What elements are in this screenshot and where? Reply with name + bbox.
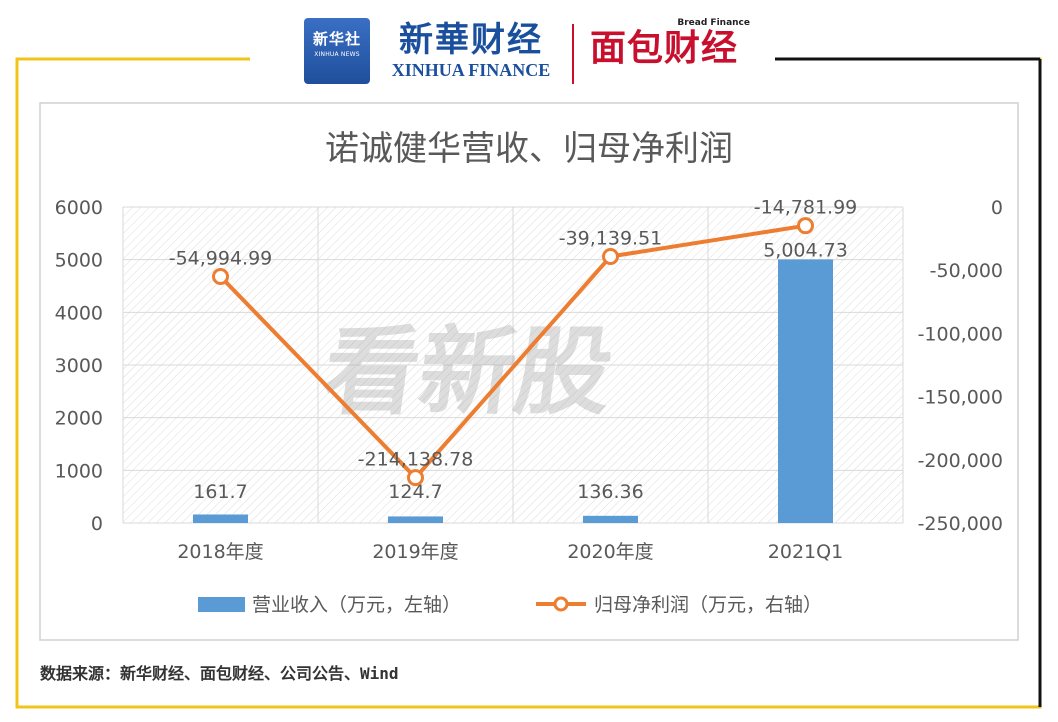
header-logos: 新华社 XINHUA NEWS 新華财经 XINHUA FINANCE Brea… <box>300 18 760 88</box>
line-point <box>212 268 229 286</box>
line-point <box>602 247 619 265</box>
right-axis-tick-labels: 0 -50,000 -100,000 -150,000 -200,000 -250,000 <box>918 197 1003 535</box>
legend: 营业收入（万元，左轴） 归母净利润（万元，右轴） <box>198 594 822 616</box>
horizontal-gridlines <box>123 206 903 524</box>
legend-bar-swatch <box>198 597 245 612</box>
left-axis-tick-labels: 0 1000 2000 3000 4000 5000 6000 <box>55 197 103 535</box>
left-tick-label: 2000 <box>55 408 103 430</box>
bread-finance-logo: Bread Finance 面包财经 <box>590 18 760 70</box>
x-tick-label: 2021Q1 <box>768 541 843 563</box>
watermark-text: 看新股 <box>316 315 620 427</box>
right-tick-label: -200,000 <box>918 450 1003 472</box>
right-tick-label: -250,000 <box>918 513 1003 535</box>
bar-data-labels: 161.7 124.7 136.36 5,004.73 <box>193 239 848 503</box>
left-tick-label: 6000 <box>55 197 103 219</box>
line-data-label: -214,138.78 <box>358 449 474 471</box>
bar <box>388 516 443 523</box>
xinhua-finance-cn: 新華财经 <box>399 20 543 60</box>
x-tick-label: 2018年度 <box>177 541 263 563</box>
xinhua-news-logo: 新华社 XINHUA NEWS <box>304 18 370 84</box>
bread-finance-en: Bread Finance <box>677 18 750 28</box>
legend-line-marker <box>553 596 569 612</box>
line-series-path <box>219 223 806 480</box>
line-data-label: -54,994.99 <box>169 248 273 270</box>
bar-data-label: 136.36 <box>577 481 643 503</box>
line-data-label: -14,781.99 <box>754 197 858 219</box>
x-axis-tick-labels: 2018年度 2019年度 2020年度 2021Q1 <box>177 541 843 563</box>
line-point <box>797 217 814 235</box>
xinhua-finance-logo: 新華财经 XINHUA FINANCE <box>386 20 556 80</box>
left-tick-label: 5000 <box>55 250 103 272</box>
right-tick-label: -100,000 <box>918 323 1003 345</box>
left-tick-label: 4000 <box>55 302 103 324</box>
bar-data-label: 124.7 <box>388 481 442 503</box>
line-data-label: -39,139.51 <box>559 227 663 249</box>
chart-title: 诺诚健华营收、归母净利润 <box>325 129 733 169</box>
left-tick-label: 0 <box>91 513 103 535</box>
line-series-points <box>212 217 814 487</box>
right-tick-label: 0 <box>991 197 1003 219</box>
bread-finance-cn: 面包财经 <box>590 28 739 69</box>
logo-separator <box>572 24 574 84</box>
bar-data-label: 161.7 <box>193 481 247 503</box>
line-point <box>407 469 424 487</box>
right-tick-label: -50,000 <box>930 260 1003 282</box>
bar <box>193 514 248 523</box>
line-data-labels: -54,994.99 -214,138.78 -39,139.51 -14,781.9… <box>169 197 858 471</box>
data-source-note: 数据来源：新华财经、面包财经、公司公告、Wind <box>40 664 399 683</box>
legend-line-label: 归母净利润（万元，右轴） <box>594 594 822 616</box>
xinhua-badge-en: XINHUA NEWS <box>314 51 360 58</box>
legend-bar-label: 营业收入（万元，左轴） <box>252 594 461 616</box>
left-tick-label: 1000 <box>55 460 103 482</box>
xinhua-badge-cn: 新华社 <box>312 30 361 48</box>
bar <box>778 259 833 523</box>
left-tick-label: 3000 <box>55 355 103 377</box>
bar-series <box>193 259 833 523</box>
x-tick-label: 2019年度 <box>372 541 458 563</box>
right-tick-label: -150,000 <box>918 387 1003 409</box>
x-tick-label: 2020年度 <box>567 541 653 563</box>
bar <box>583 515 638 523</box>
xinhua-finance-en: XINHUA FINANCE <box>391 60 551 80</box>
bar-data-label: 5,004.73 <box>763 239 848 261</box>
